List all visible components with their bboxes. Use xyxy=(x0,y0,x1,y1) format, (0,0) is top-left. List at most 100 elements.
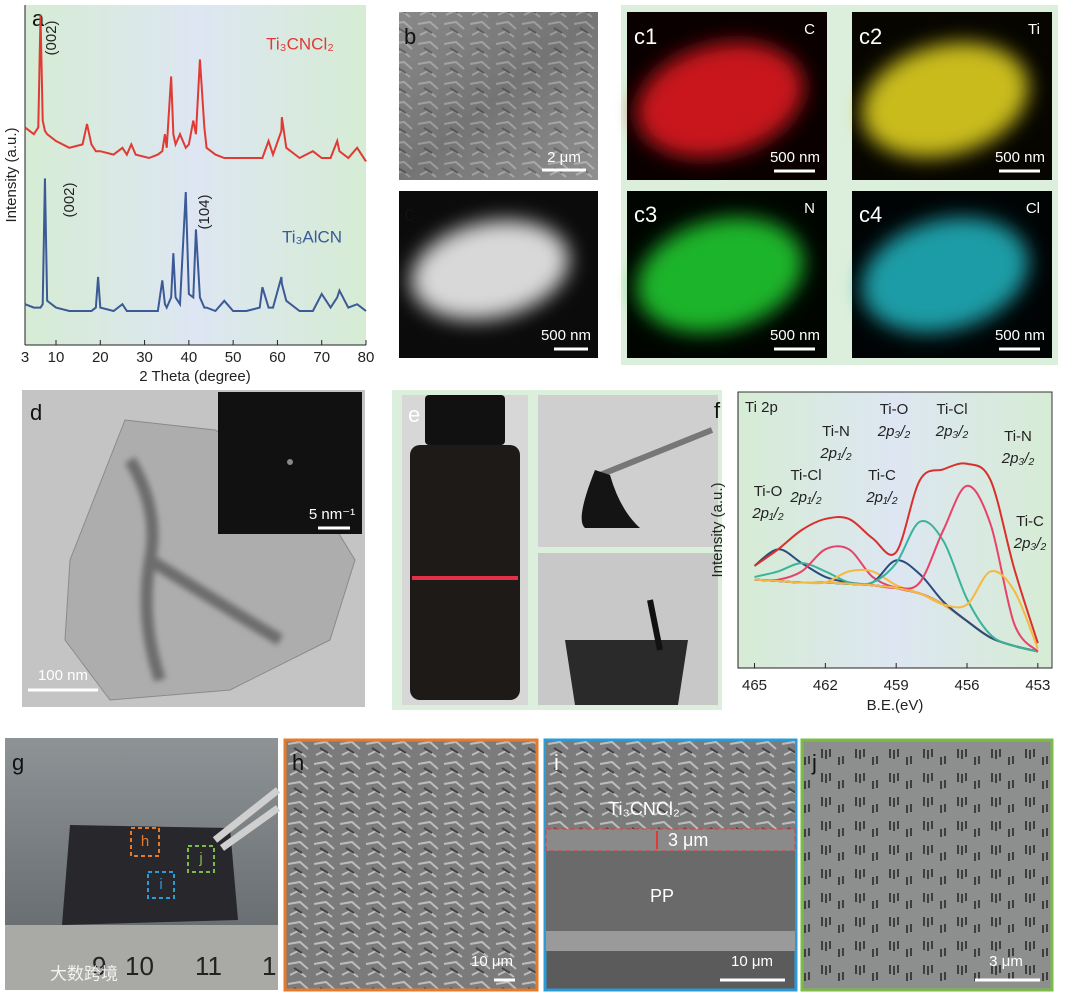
region-label: j xyxy=(198,850,202,867)
pour xyxy=(647,599,663,651)
pp-edge xyxy=(546,931,795,951)
series-label: Ti₃CNCl₂ xyxy=(266,34,334,53)
x-axis-label: 2 Theta (degree) xyxy=(139,368,250,385)
scale-label: 500 nm xyxy=(541,327,591,344)
slurry xyxy=(581,470,640,528)
region-label: i xyxy=(159,876,162,893)
membrane xyxy=(62,825,238,925)
ruler-number: 10 xyxy=(125,951,154,981)
peak-orbital: 2p₃/₂ xyxy=(935,423,969,440)
ruler xyxy=(5,925,278,990)
scale-label: 500 nm xyxy=(995,149,1045,166)
peak-orbital: 2p₁/₂ xyxy=(819,445,852,462)
element-label: N xyxy=(804,200,815,217)
panel-label: c xyxy=(404,201,415,226)
peak-species: Ti-N xyxy=(822,423,850,440)
fold xyxy=(124,456,284,682)
x-tick-label: 3 xyxy=(21,349,29,366)
element-label: Ti xyxy=(1028,21,1040,38)
peak-species: Ti-C xyxy=(868,467,896,484)
peak-annotation: (104) xyxy=(196,194,213,229)
peak-species: Ti-O xyxy=(754,483,783,500)
peak-orbital: 2p₁/₂ xyxy=(751,505,784,522)
peak-species: Ti-O xyxy=(880,401,909,418)
scale-label: 10 μm xyxy=(471,953,513,970)
x-tick-label: 465 xyxy=(742,677,767,694)
scale-label: 5 nm⁻¹ xyxy=(309,506,355,523)
peak-species: Ti-Cl xyxy=(790,467,821,484)
series-line xyxy=(754,570,1039,650)
series-line xyxy=(24,178,367,313)
thickness-label: 3 μm xyxy=(668,830,708,850)
x-tick-label: 459 xyxy=(884,677,909,694)
peak-species: Ti-N xyxy=(1004,428,1032,445)
peak-species: Ti-C xyxy=(1016,513,1044,530)
scale-label: 10 μm xyxy=(731,953,773,970)
panel-label: c4 xyxy=(859,202,882,227)
map-signal xyxy=(636,42,804,158)
scale-label: 100 nm xyxy=(38,667,88,684)
scale-label: 500 nm xyxy=(770,327,820,344)
map-signal xyxy=(861,42,1029,158)
sem-shade xyxy=(399,12,598,180)
x-tick-label: 456 xyxy=(954,677,979,694)
ruler-number: 11 xyxy=(195,951,222,981)
region-box xyxy=(130,827,160,857)
map-c1: c1 C 500 nm xyxy=(627,12,827,180)
x-tick-label: 20 xyxy=(92,349,109,366)
panel-label: g xyxy=(12,750,24,775)
x-tick-label: 40 xyxy=(181,349,198,366)
tweezers xyxy=(212,787,281,851)
plot-background xyxy=(737,391,1053,669)
x-tick-label: 80 xyxy=(358,349,375,366)
map-c3: c3 N 500 nm xyxy=(627,191,827,358)
panel-label: i xyxy=(554,750,559,775)
map-signal xyxy=(636,217,804,333)
bottle-cap xyxy=(425,395,505,445)
map-signal xyxy=(861,217,1029,333)
ruler-number: 1 xyxy=(262,951,276,981)
sem-image xyxy=(800,738,1054,992)
element-label: Cl xyxy=(1026,200,1040,217)
panel-label: c3 xyxy=(634,202,657,227)
surface xyxy=(546,741,795,829)
x-tick-label: 462 xyxy=(813,677,838,694)
layer-label: Ti₃CNCl₂ xyxy=(608,799,680,819)
plot-background xyxy=(25,5,366,345)
panel-label: c1 xyxy=(634,24,657,49)
x-tick-label: 50 xyxy=(225,349,242,366)
panel-label: a xyxy=(32,6,45,31)
panel-label: j xyxy=(811,750,817,775)
scale-label: 2 μm xyxy=(547,149,581,166)
peak-annotation: (002) xyxy=(43,20,60,55)
pp-layer xyxy=(546,851,795,931)
panel-label: c2 xyxy=(859,24,882,49)
scale-label: 3 μm xyxy=(989,953,1023,970)
series-line xyxy=(24,15,367,162)
x-tick-label: 453 xyxy=(1025,677,1050,694)
panel-label: h xyxy=(292,750,304,775)
map-c2: c2 Ti 500 nm xyxy=(852,12,1052,180)
y-axis-label: Intensity (a.u.) xyxy=(709,482,726,577)
x-tick-label: 60 xyxy=(269,349,286,366)
y-axis-label: Intensity (a.u.) xyxy=(3,127,20,222)
panel-label: d xyxy=(30,400,42,425)
ruler-number: 9 xyxy=(92,951,106,981)
x-tick-label: 30 xyxy=(136,349,153,366)
x-tick-label: 10 xyxy=(48,349,65,366)
bottle xyxy=(410,445,520,700)
peak-orbital: 2p₁/₂ xyxy=(865,489,898,506)
peak-annotation: (002) xyxy=(61,182,78,217)
x-axis-label: B.E.(eV) xyxy=(867,697,924,714)
region-label: h xyxy=(141,833,149,850)
spatula xyxy=(598,427,714,478)
peak-species: Ti-Cl xyxy=(936,401,967,418)
peak-orbital: 2p₃/₂ xyxy=(1013,535,1047,552)
saed-spot xyxy=(287,459,293,465)
peak-orbital: 2p₃/₂ xyxy=(1001,450,1035,467)
substrate-label: PP xyxy=(650,886,674,906)
region-box xyxy=(187,845,215,873)
scale-label: 500 nm xyxy=(995,327,1045,344)
panel-label: e xyxy=(408,402,420,427)
